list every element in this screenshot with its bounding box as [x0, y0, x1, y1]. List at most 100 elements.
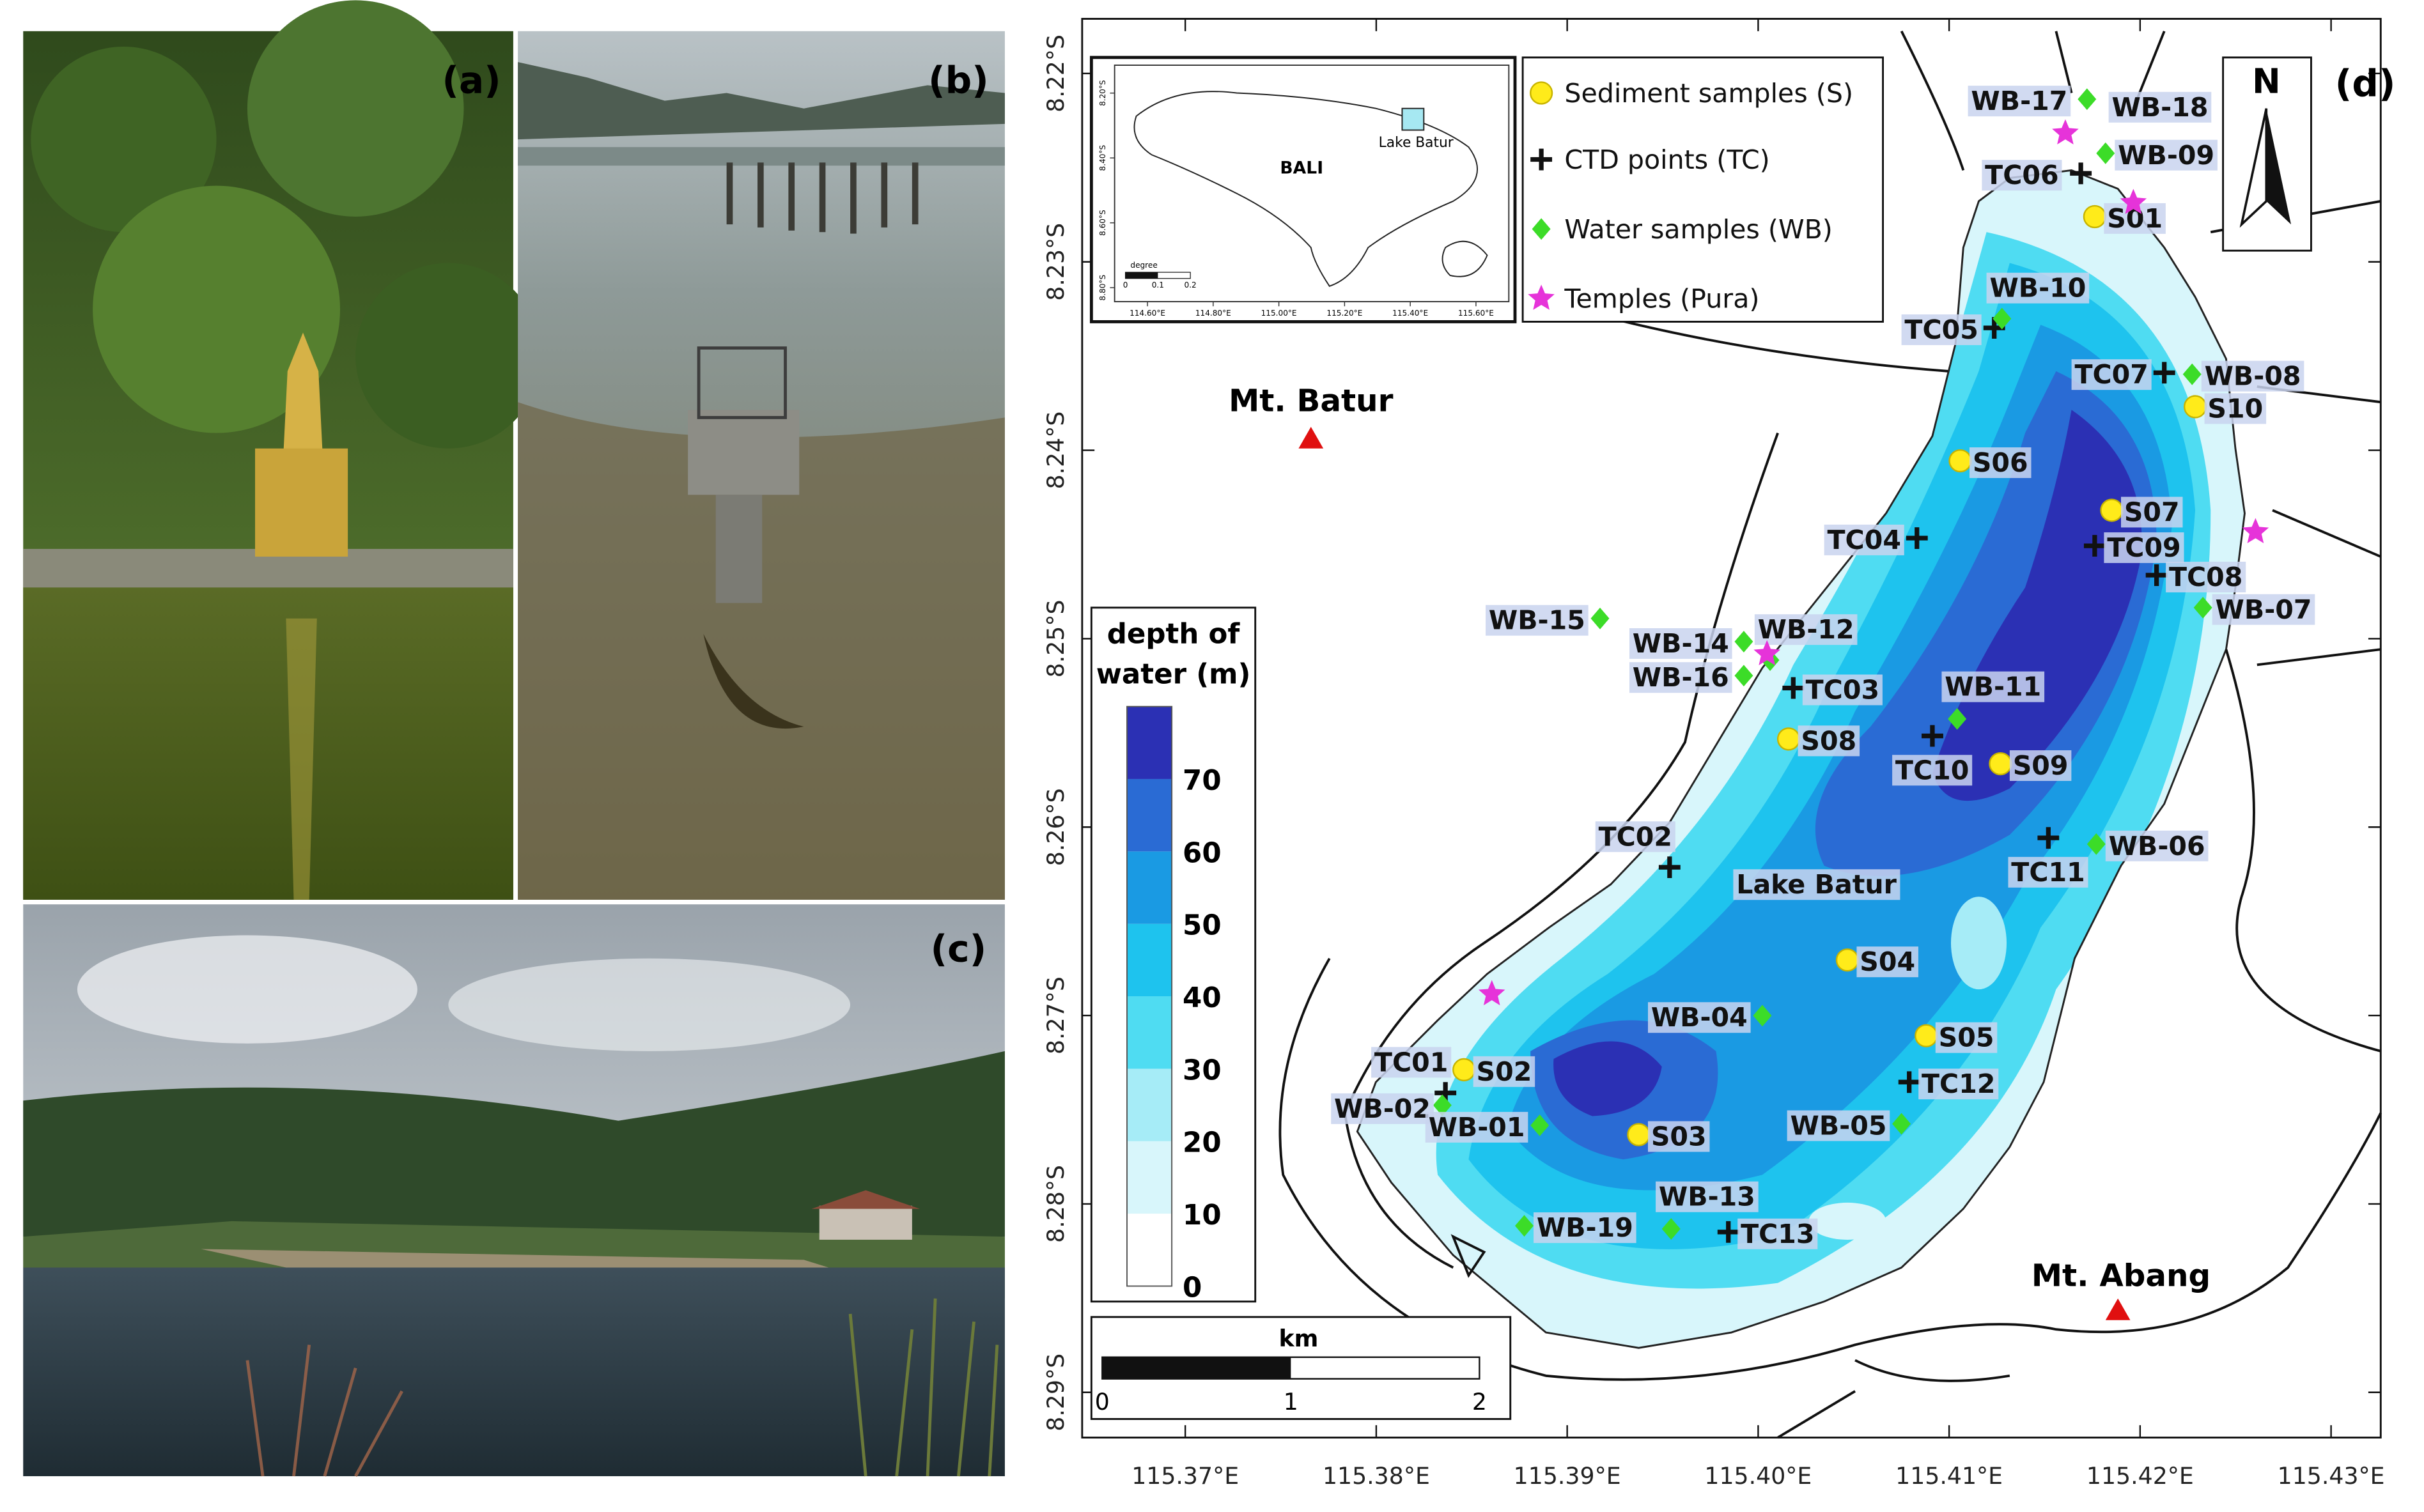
point-label: TC07 [2074, 359, 2148, 390]
label-box [1802, 674, 1883, 706]
north-arrow [2266, 108, 2292, 225]
ctd-marker [1782, 677, 1805, 699]
point-label: WB-19 [1537, 1212, 1633, 1243]
depth-zone [1950, 897, 2007, 990]
label-box [1534, 1212, 1636, 1244]
colorbar-band [1126, 923, 1172, 997]
lon-tick-label: 115.43°E [2278, 1462, 2385, 1490]
inset-scale-label: 0 [1123, 281, 1128, 289]
inset-label: Lake Batur [1379, 135, 1454, 151]
label-box [1941, 671, 2045, 702]
colorbar-band [1126, 851, 1172, 924]
sediment-marker [1835, 948, 1860, 972]
point-label: WB-17 [1971, 86, 2067, 116]
label-box [1656, 1181, 1759, 1212]
colorbar-tick-label: 60 [1183, 837, 1222, 869]
label-box [2166, 561, 2246, 592]
point-label: WB-09 [2118, 140, 2214, 171]
point-label: WB-08 [2205, 361, 2301, 392]
ctd-marker [1898, 1071, 1920, 1093]
sediment-marker [1989, 752, 2012, 776]
temple-marker [1753, 640, 1780, 666]
point-label: TC12 [1922, 1068, 1995, 1099]
ctd-marker [2070, 162, 2092, 185]
point-label: WB-02 [1334, 1093, 1431, 1124]
sediment-marker [1627, 1123, 1651, 1146]
inset-scale-title: degree [1130, 261, 1157, 270]
label-box [1629, 662, 1732, 693]
colorbar-tick-label: 0 [1183, 1272, 1202, 1304]
colorbar-box [1090, 606, 1257, 1303]
label-box [2008, 856, 2088, 888]
colorbar-title: depth of [1107, 618, 1241, 650]
ctd-marker [2083, 535, 2106, 557]
colorbar-tick-label: 40 [1183, 982, 1222, 1014]
point-label: WB-01 [1429, 1112, 1525, 1143]
label-box [2204, 393, 2267, 424]
point-label: TC11 [2011, 857, 2085, 888]
colorbar-band [1126, 996, 1172, 1069]
place-label: Mt. Batur [1229, 383, 1393, 419]
label-box [2104, 532, 2184, 564]
point-label: WB-18 [2111, 92, 2208, 123]
lat-tick-label: 8.22°S [1042, 35, 1069, 112]
water-marker [1892, 1113, 1911, 1135]
colorbar-band [1126, 778, 1172, 852]
point-label: WB-04 [1651, 1002, 1748, 1033]
point-label: WB-06 [2109, 831, 2205, 861]
scalebar-label: 1 [1284, 1388, 1298, 1416]
lon-tick-label: 115.41°E [1895, 1462, 2003, 1490]
lat-tick-label: 8.28°S [1042, 1165, 1069, 1243]
inset-tick-label: 115.40°E [1392, 309, 1428, 318]
lon-tick-label: 115.40°E [1704, 1462, 1812, 1490]
point-label: TC13 [1741, 1219, 1814, 1249]
label-box [2201, 360, 2304, 392]
label-box [1425, 1111, 1528, 1143]
temple-marker [2242, 518, 2269, 543]
lon-tick-label: 115.42°E [2086, 1462, 2194, 1490]
point-label: TC08 [2169, 562, 2242, 592]
label-box [2108, 91, 2212, 123]
lat-tick-label: 8.29°S [1042, 1354, 1069, 1431]
depth-zone [1530, 371, 2157, 1160]
inset-lake-box [1401, 107, 1425, 131]
sediment-marker [2183, 395, 2207, 419]
inset-tick-label: 115.00°E [1261, 309, 1297, 318]
photo-c [23, 904, 1005, 1477]
label-box [1473, 1056, 1535, 1087]
ctd-marker [1658, 856, 1681, 879]
colorbar-band [1126, 1068, 1172, 1141]
point-label: WB-13 [1659, 1182, 1755, 1212]
label-box [1629, 628, 1732, 659]
water-marker [1734, 631, 1753, 652]
label-box [2071, 359, 2152, 390]
label-box [1647, 1002, 1751, 1033]
inset-frame [1114, 65, 1510, 302]
mountain-marker [1298, 426, 1324, 449]
photo-b [518, 31, 1005, 900]
ctd-marker [1922, 725, 1943, 747]
label-box [1901, 314, 1982, 346]
water-marker [1590, 607, 1610, 629]
inset-scale-label: 0.1 [1152, 281, 1164, 289]
scalebar-label: 2 [1472, 1388, 1487, 1416]
depth-zone [1808, 1202, 1886, 1240]
temple-marker [2052, 119, 2079, 145]
legend-marker [1528, 284, 1555, 310]
lat-tick-label: 8.26°S [1042, 788, 1069, 866]
label-box [1986, 272, 2090, 304]
label-box [1935, 1022, 1998, 1053]
label-box [1918, 1068, 1999, 1100]
lon-tick-label: 115.39°E [1514, 1462, 1621, 1490]
point-label: S08 [1801, 725, 1856, 756]
inset-tick-label: 115.60°E [1458, 309, 1494, 318]
photo-a [23, 0, 541, 900]
label-box [2009, 750, 2072, 782]
scalebar-unit: km [1278, 1325, 1318, 1352]
colorbar-tick-label: 10 [1183, 1200, 1222, 1231]
point-label: S09 [2013, 750, 2069, 781]
lon-tick-label: 115.38°E [1323, 1462, 1430, 1490]
panel-label: (d) [2335, 61, 2396, 105]
panel-label: (c) [931, 927, 986, 971]
